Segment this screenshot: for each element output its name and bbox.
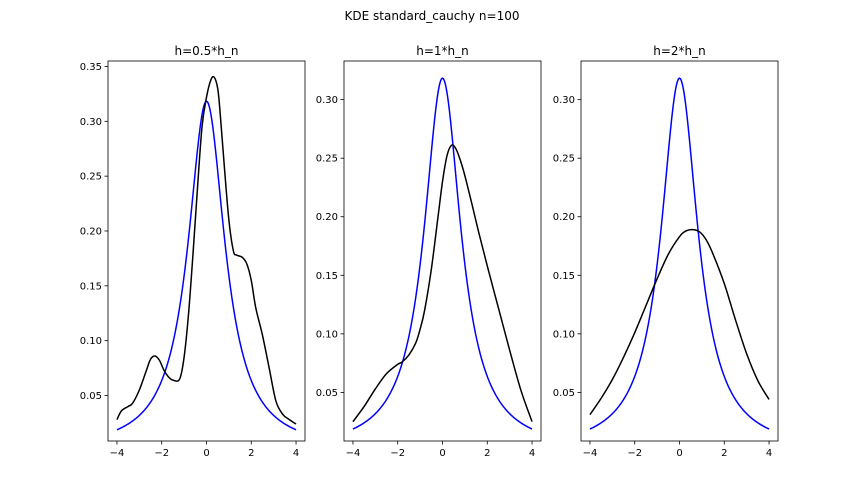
x-tick-label: 0: [676, 448, 682, 459]
x-tick-label: 4: [293, 448, 299, 459]
true-density-line: [116, 100, 297, 431]
y-tick-label: 0.15: [316, 271, 338, 282]
subplot-3: h=2*h_n −4 −2 0 2 4 0.05 0.10 0.15 0.20 0.25 0.30: [553, 44, 779, 459]
subplot-2-plot: −4 −2 0 2 4 0.05 0.10 0.15 0.20 0.25 0.30: [316, 60, 542, 459]
kde-line: [352, 144, 533, 423]
y-tick-label: 0.20: [80, 226, 102, 237]
y-tick-label: 0.15: [553, 271, 575, 282]
true-density-line: [352, 77, 533, 430]
figure-title: KDE standard_cauchy n=100: [345, 9, 520, 23]
true-density-line: [589, 77, 770, 430]
x-tick-label: −4: [583, 448, 598, 459]
y-tick-label: 0.30: [316, 95, 338, 106]
x-tick-label: 0: [439, 448, 445, 459]
subplot-3-plot: −4 −2 0 2 4 0.05 0.10 0.15 0.20 0.25 0.30: [553, 60, 779, 459]
y-tick-label: 0.10: [316, 329, 338, 340]
kde-line: [116, 75, 297, 425]
y-tick-label: 0.10: [80, 336, 102, 347]
x-tick-label: 4: [766, 448, 772, 459]
y-tick-label: 0.25: [80, 172, 102, 183]
subplot-2-title: h=1*h_n: [416, 44, 469, 58]
x-tick-label: 4: [529, 448, 535, 459]
subplot-1: h=0.5*h_n −4 −2 0 2 4 0.05 0.10 0.15 0.20 0.25 0.3…: [80, 44, 306, 459]
x-tick-label: −4: [110, 448, 125, 459]
y-tick-label: 0.30: [553, 95, 575, 106]
y-tick-label: 0.05: [316, 388, 338, 399]
y-tick-label: 0.25: [553, 154, 575, 165]
x-tick-label: −2: [627, 448, 642, 459]
x-tick-label: −4: [346, 448, 361, 459]
x-tick-label: 0: [203, 448, 209, 459]
y-tick-label: 0.25: [316, 154, 338, 165]
subplot-1-title: h=0.5*h_n: [175, 44, 239, 58]
axes-frame: [343, 60, 542, 442]
y-tick-label: 0.05: [80, 391, 102, 402]
y-tick-label: 0.20: [316, 212, 338, 223]
axes-frame: [107, 60, 306, 442]
x-tick-label: 2: [721, 448, 727, 459]
x-tick-label: −2: [390, 448, 405, 459]
subplot-3-title: h=2*h_n: [653, 44, 706, 58]
x-tick-label: 2: [484, 448, 490, 459]
x-tick-label: −2: [154, 448, 169, 459]
y-tick-label: 0.30: [80, 117, 102, 128]
y-tick-label: 0.35: [80, 62, 102, 73]
subplot-2: h=1*h_n −4 −2 0 2 4 0.05 0.10 0.15 0.20 0.25 0.30: [316, 44, 542, 459]
y-tick-label: 0.10: [553, 329, 575, 340]
subplot-1-plot: −4 −2 0 2 4 0.05 0.10 0.15 0.20 0.25 0.30 0.35: [80, 60, 306, 459]
kde-line: [589, 228, 770, 416]
y-tick-label: 0.20: [553, 212, 575, 223]
x-tick-label: 2: [248, 448, 254, 459]
y-tick-label: 0.05: [553, 388, 575, 399]
y-tick-label: 0.15: [80, 281, 102, 292]
